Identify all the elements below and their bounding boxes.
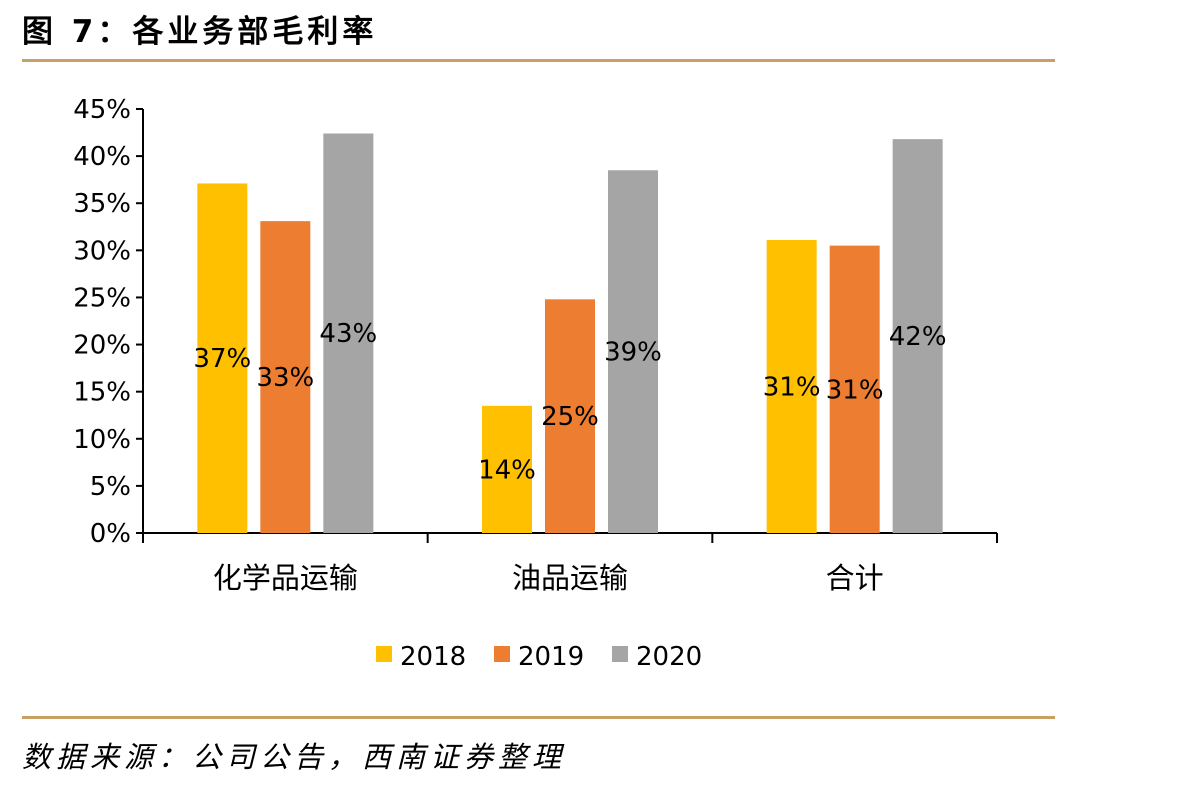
- legend-swatch-2019: [494, 646, 510, 662]
- legend: 2018 2019 2020: [376, 642, 702, 672]
- bar-2019: [260, 221, 311, 533]
- bar-2020: [892, 139, 943, 533]
- y-tick-label: 40%: [73, 142, 131, 172]
- source-note: 数据来源：公司公告，西南证券整理: [22, 740, 567, 774]
- legend-swatch-2020: [612, 646, 628, 662]
- y-tick-label: 45%: [73, 95, 131, 125]
- data-label: 43%: [319, 319, 377, 349]
- y-tick-label: 10%: [73, 425, 131, 455]
- data-label: 14%: [478, 455, 536, 485]
- data-label: 25%: [541, 402, 599, 432]
- y-tick-label: 35%: [73, 189, 131, 219]
- legend-label: 2018: [400, 642, 466, 672]
- top-divider: [22, 59, 1055, 62]
- legend-label: 2019: [518, 642, 584, 672]
- bar-2020: [608, 170, 658, 533]
- y-tick-label: 25%: [73, 283, 131, 313]
- legend-swatch-2018: [376, 646, 392, 662]
- y-tick-label: 30%: [73, 236, 131, 266]
- bar-2020: [323, 133, 374, 533]
- y-tick-label: 15%: [73, 378, 131, 408]
- bar-2018: [766, 239, 817, 534]
- data-labels: 37%33%43%14%25%39%31% 31%42%: [193, 319, 946, 485]
- category-label: 合计: [826, 561, 884, 595]
- data-label: 33%: [256, 363, 314, 393]
- bar-chart: 0% 5% 10% 15% 20% 25% 30% 35% 40% 45% 化学品运输 油品运输 合计…: [73, 95, 998, 672]
- y-tick-label: 0%: [90, 519, 131, 549]
- y-axis: 0% 5% 10% 15% 20% 25% 30% 35% 40% 45%: [73, 95, 144, 549]
- bar-2019: [545, 299, 595, 533]
- bar-2019: [829, 245, 880, 533]
- figure-title: 图 7：各业务部毛利率: [22, 14, 378, 50]
- data-label: 39%: [604, 338, 662, 368]
- category-label: 化学品运输: [213, 561, 358, 595]
- bottom-divider: [22, 716, 1055, 719]
- x-axis: 化学品运输 油品运输 合计: [142, 532, 998, 595]
- category-label: 油品运输: [512, 561, 628, 595]
- data-label: 37%: [193, 344, 251, 374]
- y-tick-label: 5%: [90, 472, 131, 502]
- bar-2018: [482, 405, 532, 533]
- bar-2018: [197, 183, 248, 534]
- data-label: 31%: [826, 375, 884, 405]
- data-label: 31%: [763, 372, 821, 402]
- data-label: 42%: [889, 322, 947, 352]
- y-tick-label: 20%: [73, 331, 131, 361]
- bars: [197, 133, 943, 534]
- legend-label: 2020: [636, 642, 702, 672]
